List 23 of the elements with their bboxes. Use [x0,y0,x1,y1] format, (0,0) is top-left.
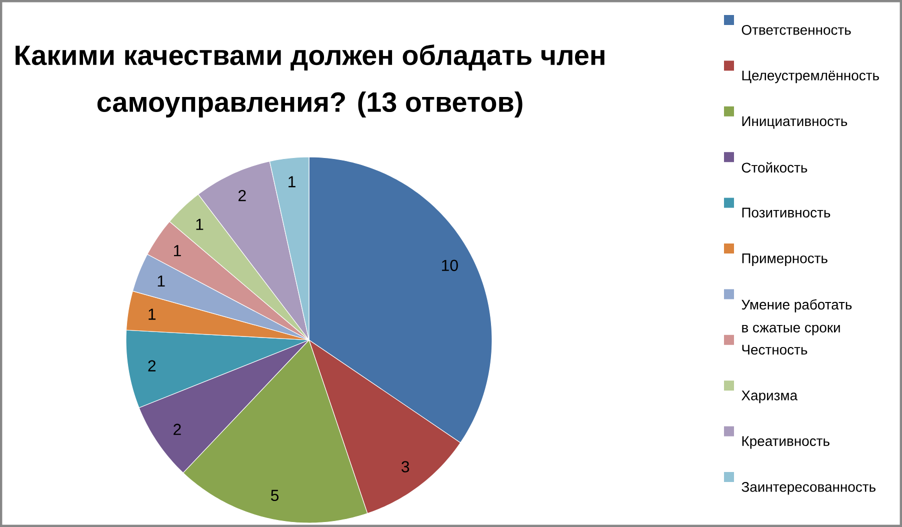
data-label: 2 [148,360,156,372]
data-label: 5 [270,490,279,502]
legend-label: Честность [742,344,808,355]
text: Какими качествами должен обладать член самоуправления? (13 ответов) [16,44,604,118]
legend-label: Инициативность [742,116,848,129]
legend-label: Умение работать в сжатые сроки [742,299,852,336]
data-label: 2 [174,424,181,435]
legend-label: Целеустремлённость [742,70,879,84]
legend-label: Креативность [742,436,830,449]
legend-label: Харизма [742,390,798,404]
legend-label: Заинтересованность [742,482,876,495]
data-label: 1 [158,276,165,287]
legend-label: Стойкость [742,162,808,173]
data-label: 1 [196,218,204,230]
legend-label: Позитивность [742,208,830,218]
data-label: 3 [402,461,410,472]
data-label: 2 [238,190,246,202]
legend-label: Ответственность [742,24,851,35]
data-label: 1 [288,176,296,188]
data-label: 10 [442,260,458,272]
legend-label: Примерность [742,253,828,266]
data-label: 1 [148,308,156,320]
data-label: 1 [174,245,181,256]
